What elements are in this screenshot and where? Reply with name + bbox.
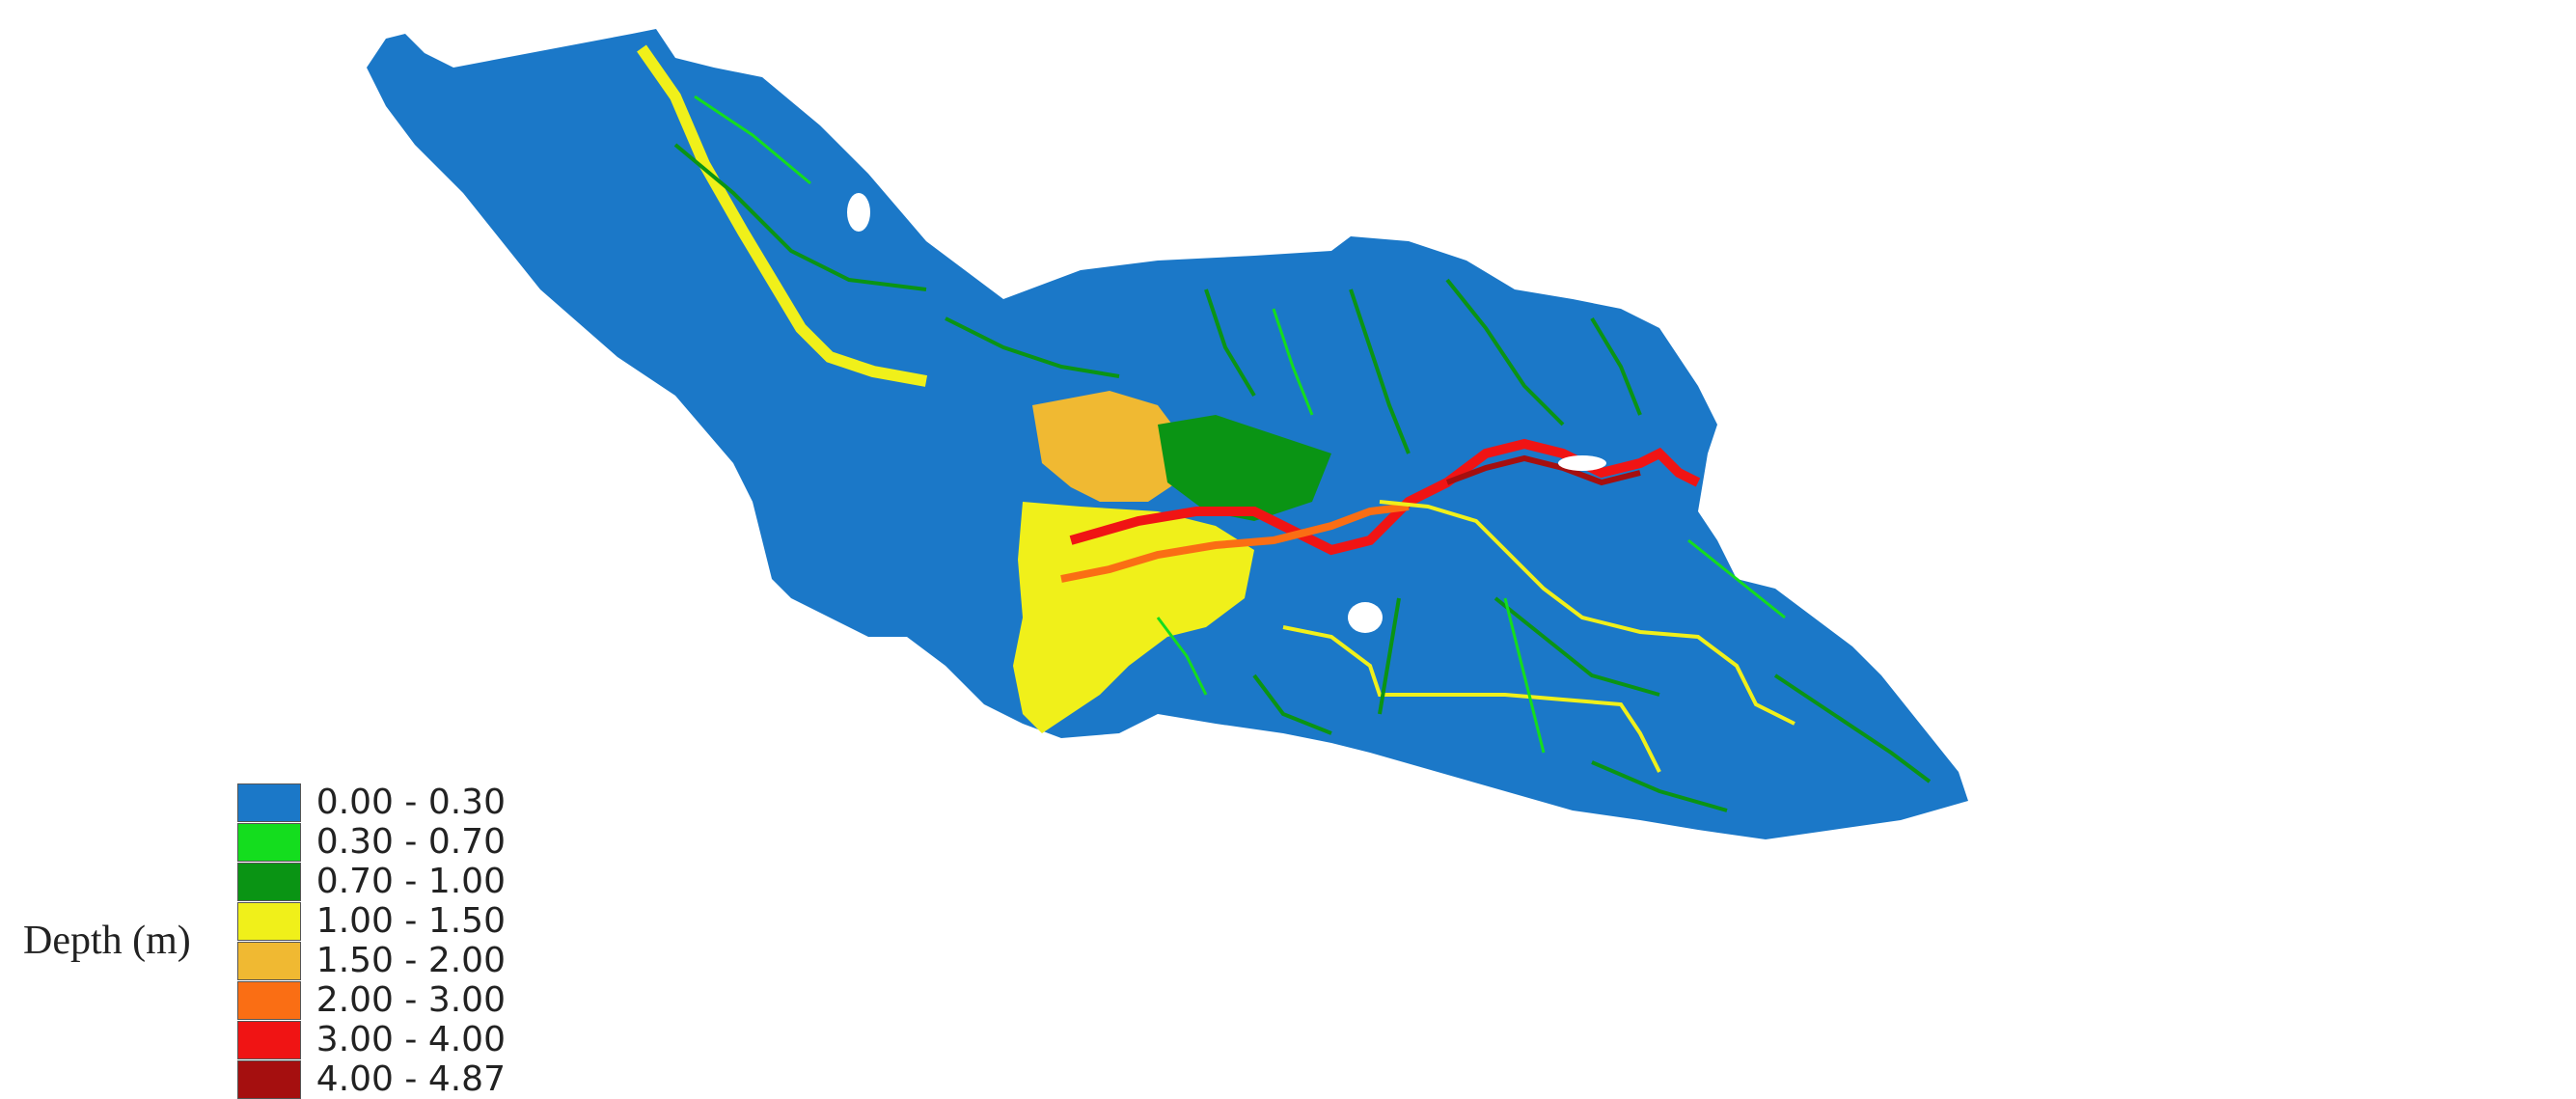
legend-item: 1.00 - 1.50: [236, 901, 506, 941]
legend-swatch: [236, 1059, 301, 1099]
legend-item: 2.00 - 3.00: [236, 980, 506, 1020]
urban-green-area: [1158, 415, 1331, 521]
tributary-yellow-south: [1282, 625, 1661, 773]
urban-deep-area: [1032, 391, 1187, 502]
lake-hole: [847, 193, 870, 232]
legend: Depth (m) 0.00 - 0.30 0.30 - 0.70 0.70 - 1…: [23, 783, 527, 1099]
lake-hole: [1348, 602, 1383, 633]
legend-item: 4.00 - 4.87: [236, 1059, 506, 1099]
stream-network: [673, 143, 1932, 812]
legend-swatch: [236, 1020, 301, 1059]
legend-swatch: [236, 862, 301, 901]
legend-item: 0.70 - 1.00: [236, 862, 506, 901]
legend-label: 0.30 - 0.70: [315, 822, 506, 862]
coastal-fringe: [637, 44, 928, 387]
legend-swatch: [236, 822, 301, 862]
legend-label: 2.00 - 3.00: [315, 980, 506, 1020]
legend-swatch: [236, 783, 301, 822]
legend-label: 0.00 - 0.30: [315, 783, 506, 822]
legend-item: 3.00 - 4.00: [236, 1020, 506, 1059]
legend-item: 0.30 - 0.70: [236, 822, 506, 862]
urban-mixed-area: [1013, 502, 1254, 733]
lake-hole: [1558, 455, 1606, 471]
legend-item: 0.00 - 0.30: [236, 783, 506, 822]
legend-item: 1.50 - 2.00: [236, 941, 506, 980]
river-orange: [1060, 503, 1410, 583]
legend-swatch: [236, 901, 301, 941]
flood-depth-map: [367, 29, 1968, 839]
legend-swatch: [236, 941, 301, 980]
legend-label: 4.00 - 4.87: [315, 1059, 506, 1099]
main-river-deepest: [1445, 454, 1641, 486]
legend-label: 3.00 - 4.00: [315, 1020, 506, 1059]
legend-label: 0.70 - 1.00: [315, 862, 506, 901]
tributary-yellow: [1379, 500, 1795, 726]
legend-items: 0.00 - 0.30 0.30 - 0.70 0.70 - 1.00 1.00 - …: [236, 783, 527, 1099]
legend-label: 1.50 - 2.00: [315, 941, 506, 980]
legend-swatch: [236, 980, 301, 1020]
stream-network-light: [694, 95, 1786, 754]
legend-label: 1.00 - 1.50: [315, 901, 506, 941]
legend-title: Depth (m): [23, 919, 191, 963]
